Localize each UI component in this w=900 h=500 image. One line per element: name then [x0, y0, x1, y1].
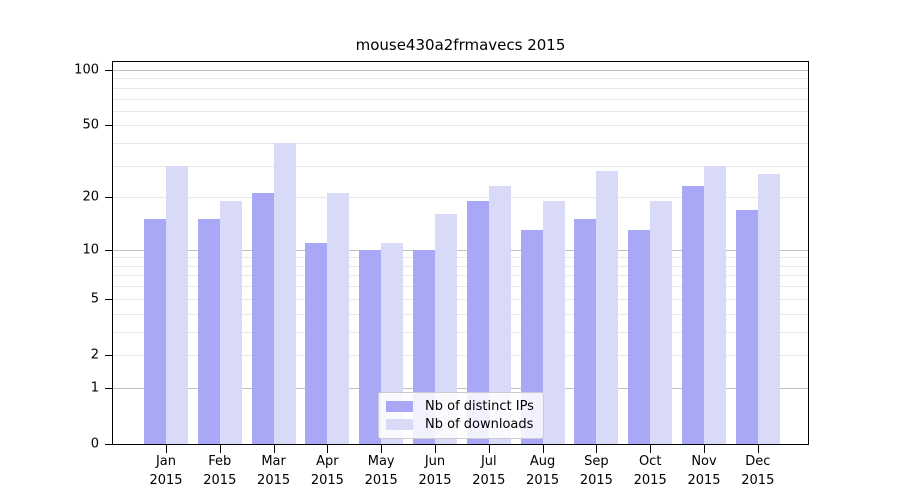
gridline-minor	[113, 331, 808, 333]
x-axis-tick-label: Oct 2015	[633, 454, 667, 488]
bar-downloads	[704, 165, 726, 444]
chart-title: mouse430a2frmavecs 2015	[355, 36, 566, 54]
legend-label-downloads: Nb of downloads	[425, 417, 534, 432]
gridline-minor	[113, 298, 808, 300]
gridline-minor	[113, 78, 808, 80]
y-axis-tick	[105, 197, 112, 199]
gridline-major	[113, 387, 808, 389]
x-axis-tick-label: Aug 2015	[526, 454, 560, 488]
x-axis-tick	[435, 445, 436, 453]
x-axis-tick	[704, 445, 705, 453]
x-axis-tick-label: Nov 2015	[687, 454, 721, 488]
bar-distinct-ips	[520, 230, 543, 444]
gridline-minor	[113, 87, 808, 89]
bar-distinct-ips	[251, 193, 274, 444]
y-axis-tick	[105, 69, 112, 71]
bar-downloads	[273, 143, 296, 444]
bar-downloads	[435, 214, 457, 444]
gridline-minor	[113, 143, 808, 144]
y-axis-tick-label: 5	[90, 291, 99, 307]
y-axis-tick	[105, 249, 112, 251]
legend: Nb of distinct IPs Nb of downloads	[378, 392, 544, 439]
legend-item-distinct-ips: Nb of distinct IPs	[386, 400, 534, 413]
x-axis-tick	[488, 445, 490, 453]
x-axis-tick	[542, 445, 544, 453]
bar-downloads	[488, 186, 511, 444]
legend-swatch-distinct-ips	[386, 401, 413, 412]
gridline-minor	[113, 313, 808, 315]
bar-downloads	[757, 173, 780, 444]
x-axis-tick-label: Jun 2015	[418, 454, 452, 488]
x-axis-tick-label: Jul 2015	[472, 454, 506, 488]
gridline-minor	[113, 98, 808, 100]
x-axis-tick-label: Jan 2015	[149, 454, 183, 488]
legend-label-distinct-ips: Nb of distinct IPs	[425, 399, 534, 414]
y-axis-tick-label: 20	[82, 189, 99, 205]
bar-downloads	[219, 201, 242, 444]
bar-distinct-ips	[628, 230, 651, 444]
x-axis-tick	[273, 445, 275, 453]
gridline-minor	[113, 110, 808, 112]
bar-distinct-ips	[305, 242, 328, 444]
bar-distinct-ips	[466, 201, 489, 444]
legend-swatch-downloads	[386, 419, 413, 430]
gridline-minor	[113, 286, 808, 288]
gridline-minor	[113, 197, 808, 199]
bar-downloads	[166, 165, 188, 444]
bar-distinct-ips	[682, 186, 704, 444]
bar-distinct-ips	[574, 219, 597, 444]
plot-area: 100 50 20 10 5 2 1 0 Jan 2015 Feb 2015 Mar 2015 Apr…	[74, 61, 809, 488]
y-axis-tick	[105, 387, 112, 389]
bar-distinct-ips	[735, 209, 758, 444]
y-axis-tick-label: 0	[90, 436, 99, 452]
y-axis-tick-label: 2	[90, 347, 99, 363]
x-axis-tick	[219, 445, 221, 453]
y-axis-tick-label: 10	[82, 242, 99, 258]
gridline-minor	[113, 257, 808, 259]
x-axis-tick-label: Feb 2015	[203, 454, 237, 488]
x-axis-tick	[596, 445, 598, 453]
legend-item-downloads: Nb of downloads	[386, 418, 534, 431]
x-axis-tick	[381, 445, 383, 453]
x-axis-tick	[757, 445, 759, 453]
x-axis-tick	[650, 445, 652, 453]
y-axis-tick	[105, 444, 112, 445]
gridline-major	[113, 69, 808, 71]
bar-distinct-ips	[144, 219, 166, 444]
gridline-minor	[113, 275, 808, 277]
y-axis-tick-label: 1	[90, 380, 99, 396]
bar-downloads	[542, 201, 565, 444]
x-axis-tick	[327, 445, 329, 453]
y-axis-tick	[105, 125, 112, 127]
x-axis-tick	[166, 445, 167, 453]
x-axis-tick-label: May 2015	[364, 454, 398, 488]
bar-downloads	[327, 193, 350, 444]
gridline-minor	[113, 354, 808, 356]
x-axis-tick-label: Apr 2015	[310, 454, 344, 488]
y-axis-tick-label: 100	[74, 62, 99, 78]
gridline-minor	[113, 165, 808, 167]
x-axis-tick-label: Mar 2015	[257, 454, 291, 488]
bar-downloads	[650, 201, 673, 444]
x-axis-tick-label: Dec 2015	[741, 454, 775, 488]
gridline-minor	[113, 265, 808, 267]
bar-downloads	[596, 171, 619, 444]
bar-distinct-ips	[197, 219, 220, 444]
gridline-major	[113, 249, 808, 251]
x-axis-tick-label: Sep 2015	[579, 454, 613, 488]
y-axis-tick	[105, 298, 112, 300]
y-axis-tick	[105, 354, 112, 356]
y-axis-tick-label: 50	[82, 117, 99, 133]
gridline-minor	[113, 125, 808, 127]
bar-distinct-ips	[359, 249, 382, 444]
